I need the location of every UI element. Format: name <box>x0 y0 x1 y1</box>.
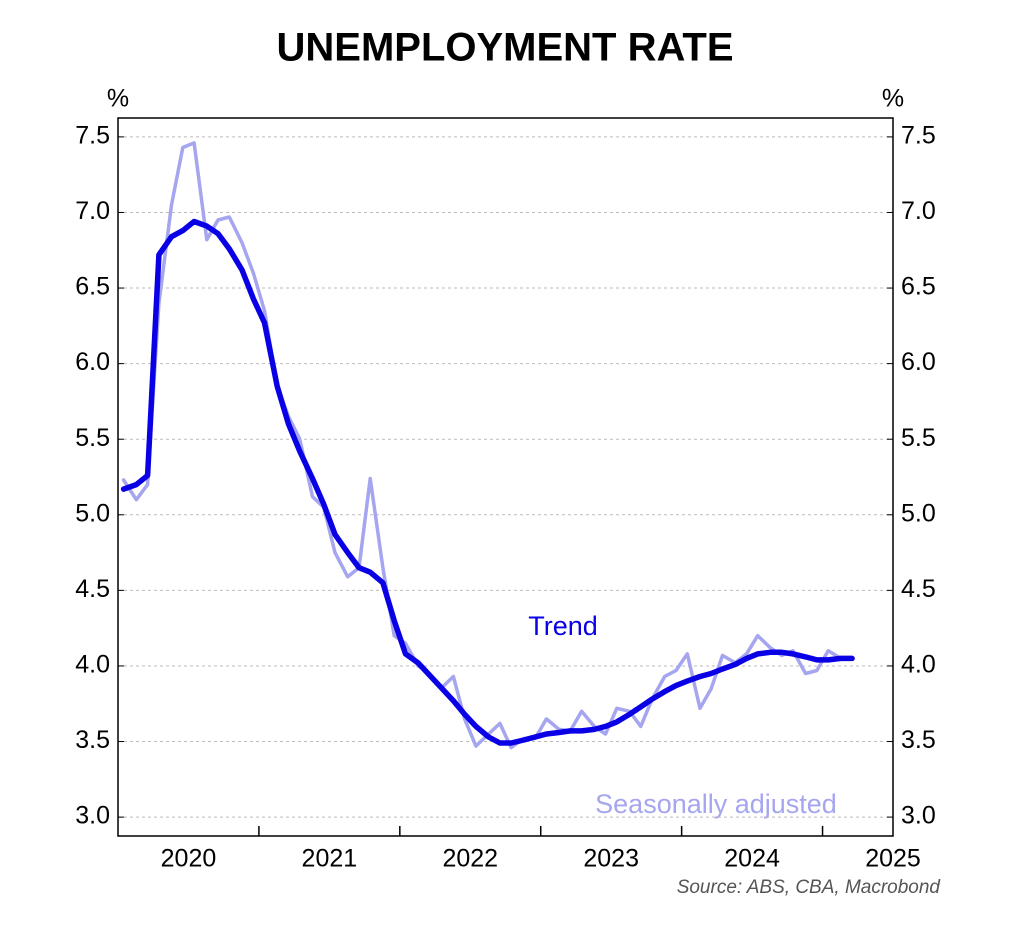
y2-axis-unit: % <box>882 85 904 113</box>
trend-label: Trend <box>528 611 598 641</box>
chart-title: UNEMPLOYMENT RATE <box>276 26 733 70</box>
x-tick-label: 2025 <box>865 845 921 873</box>
y-tick-label: 5.0 <box>75 499 110 527</box>
y-tick-label: 3.0 <box>75 802 110 830</box>
y-tick-label: 3.5 <box>75 726 110 754</box>
y-tick-label: 5.5 <box>75 424 110 452</box>
y-tick-label: 4.0 <box>75 651 110 679</box>
plot-frame <box>117 117 894 837</box>
y2-tick-label: 4.5 <box>901 575 936 603</box>
y-tick-label: 6.5 <box>75 273 110 301</box>
x-tick-label: 2020 <box>161 845 217 873</box>
y2-tick-label: 4.0 <box>901 651 936 679</box>
y2-tick-label: 6.0 <box>901 348 936 376</box>
y2-tick-label: 6.5 <box>901 273 936 301</box>
y-axis-unit: % <box>107 85 129 113</box>
series-line <box>120 218 855 746</box>
y-tick-label: 7.0 <box>75 197 110 225</box>
y2-tick-label: 7.0 <box>901 197 936 225</box>
y-tick-label: 4.5 <box>75 575 110 603</box>
y2-tick-label: 5.0 <box>901 499 936 527</box>
x-tick-label: 2021 <box>302 845 358 873</box>
y2-tick-label: 3.5 <box>901 726 936 754</box>
y2-tick-label: 5.5 <box>901 424 936 452</box>
y2-tick-label: 7.5 <box>901 122 936 150</box>
sa-label: Seasonally adjusted <box>595 789 837 819</box>
x-tick-label: 2024 <box>724 845 780 873</box>
x-tick-label: 2022 <box>442 845 498 873</box>
y-tick-label: 7.5 <box>75 122 110 150</box>
x-tick-label: 2023 <box>583 845 639 873</box>
series-line <box>121 141 843 750</box>
y-tick-label: 6.0 <box>75 348 110 376</box>
y2-tick-label: 3.0 <box>901 802 936 830</box>
source-note: Source: ABS, CBA, Macrobond <box>677 877 942 898</box>
